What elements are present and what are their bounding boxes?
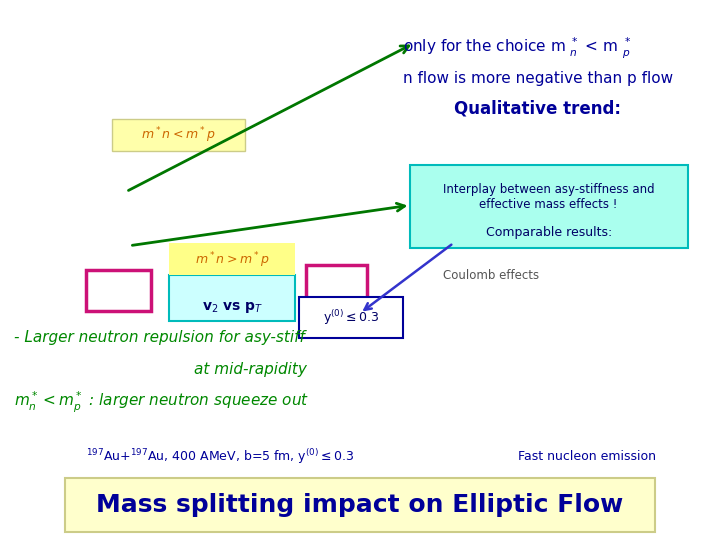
Bar (65, 478, 655, 532)
Text: Mass splitting impact on Elliptic Flow: Mass splitting impact on Elliptic Flow (96, 493, 624, 517)
Text: Comparable results:: Comparable results: (485, 226, 612, 239)
Text: n flow is more negative than p flow: n flow is more negative than p flow (403, 71, 673, 86)
Text: Interplay between asy-stiffness and
effective mass effects !: Interplay between asy-stiffness and effe… (443, 183, 654, 211)
Bar (306, 265, 367, 300)
Bar (299, 297, 403, 338)
Text: $m^*n > m^*p$: $m^*n > m^*p$ (195, 251, 269, 270)
Text: - Larger neutron repulsion for asy-stiff: - Larger neutron repulsion for asy-stiff (14, 330, 305, 345)
Bar (169, 275, 295, 321)
Bar (112, 119, 245, 151)
Text: y$^{(0)}\leq$0.3: y$^{(0)}\leq$0.3 (323, 308, 379, 327)
Bar (410, 165, 688, 248)
Text: Fast nucleon emission: Fast nucleon emission (518, 450, 657, 463)
Bar (86, 270, 151, 310)
Text: Qualitative trend:: Qualitative trend: (454, 99, 621, 117)
Text: $m^*n < m^*p$: $m^*n < m^*p$ (141, 126, 216, 145)
Text: only for the choice m $^*_n$ < m $^*_p$: only for the choice m $^*_n$ < m $^*_p$ (403, 36, 631, 61)
Text: $^{197}$Au+$^{197}$Au, 400 AMeV, b=5 fm, y$^{(0)}\leq$0.3: $^{197}$Au+$^{197}$Au, 400 AMeV, b=5 fm,… (86, 447, 355, 465)
Text: at mid-rapidity: at mid-rapidity (194, 362, 307, 377)
Text: Coulomb effects: Coulomb effects (443, 269, 539, 282)
Text: v$_2$ vs p$_T$: v$_2$ vs p$_T$ (202, 300, 263, 315)
Text: $\mathit{m^*_n}$$\mathit{<}$$\mathit{m^*_p}$ : larger neutron squeeze out: $\mathit{m^*_n}$$\mathit{<}$$\mathit{m^*… (14, 390, 310, 415)
Bar (169, 243, 295, 275)
